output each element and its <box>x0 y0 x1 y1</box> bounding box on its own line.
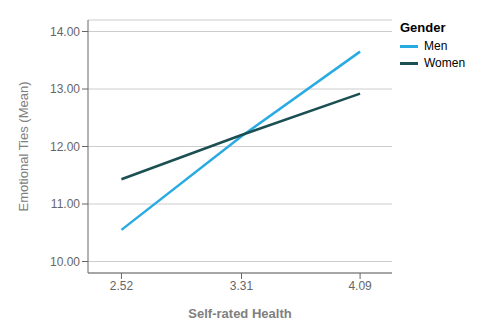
html-text:Women: Women <box>424 56 466 70</box>
html-text:Men: Men <box>424 39 448 53</box>
svg-text:11.00: 11.00 <box>51 197 80 211</box>
svg-text:4.09: 4.09 <box>348 279 372 293</box>
svg-text:14.00: 14.00 <box>50 25 80 39</box>
html-text:Gender: Gender <box>400 20 446 35</box>
svg-text:3.31: 3.31 <box>230 279 254 293</box>
svg-text:2.52: 2.52 <box>110 279 134 293</box>
svg-text:10.00: 10.00 <box>50 255 80 269</box>
svg-text:12.00: 12.00 <box>50 140 80 154</box>
svg-text:Self-rated Health: Self-rated Health <box>188 306 291 321</box>
svg-text:13.00: 13.00 <box>50 82 80 96</box>
svg-text:Emotional Ties (Mean): Emotional Ties (Mean) <box>16 81 31 211</box>
